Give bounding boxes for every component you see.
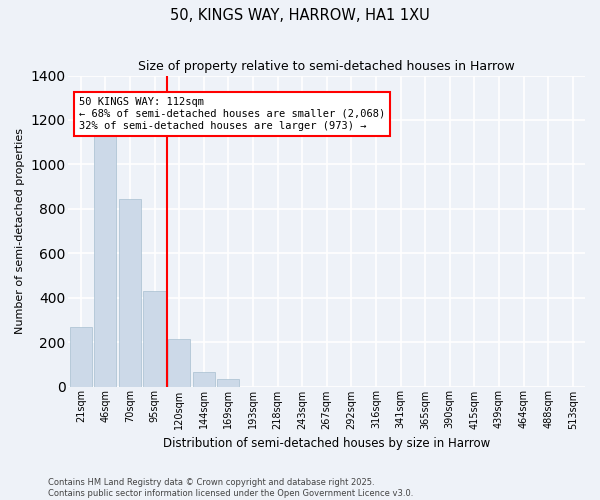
Text: 50, KINGS WAY, HARROW, HA1 1XU: 50, KINGS WAY, HARROW, HA1 1XU [170, 8, 430, 22]
Title: Size of property relative to semi-detached houses in Harrow: Size of property relative to semi-detach… [139, 60, 515, 73]
Bar [70, 326, 92, 386]
Bar [193, 372, 215, 386]
Text: 50 KINGS WAY: 112sqm
← 68% of semi-detached houses are smaller (2,068)
32% of se: 50 KINGS WAY: 112sqm ← 68% of semi-detac… [79, 98, 385, 130]
Bar [119, 199, 141, 386]
Text: Contains HM Land Registry data © Crown copyright and database right 2025.
Contai: Contains HM Land Registry data © Crown c… [48, 478, 413, 498]
X-axis label: Distribution of semi-detached houses by size in Harrow: Distribution of semi-detached houses by … [163, 437, 490, 450]
Bar [94, 129, 116, 386]
Bar [217, 378, 239, 386]
Bar [168, 339, 190, 386]
Y-axis label: Number of semi-detached properties: Number of semi-detached properties [15, 128, 25, 334]
Bar [143, 291, 166, 386]
